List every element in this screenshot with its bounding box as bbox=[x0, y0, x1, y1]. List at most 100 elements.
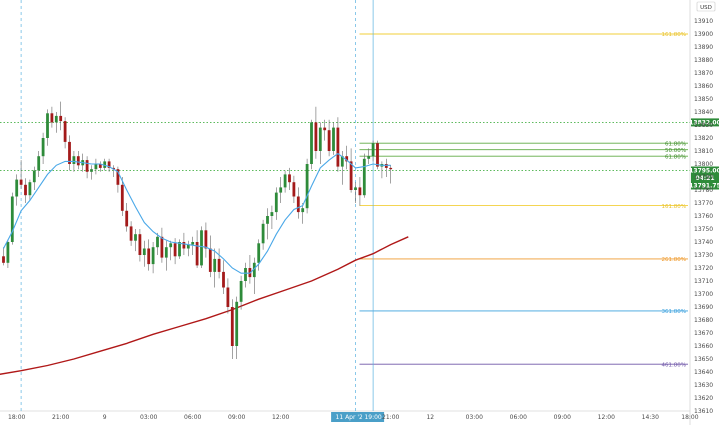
candle-body[interactable] bbox=[72, 156, 76, 164]
candle[interactable] bbox=[296, 187, 300, 219]
candle-body[interactable] bbox=[389, 167, 393, 170]
candle[interactable] bbox=[332, 122, 335, 155]
candle-body[interactable] bbox=[283, 174, 287, 188]
candle-body[interactable] bbox=[266, 216, 269, 224]
candle-body[interactable] bbox=[120, 184, 124, 211]
candle-body[interactable] bbox=[10, 196, 14, 243]
candle-body[interactable] bbox=[182, 242, 186, 249]
candle[interactable] bbox=[63, 117, 67, 149]
candle-body[interactable] bbox=[28, 182, 32, 196]
candle-body[interactable] bbox=[305, 164, 309, 209]
candle-body[interactable] bbox=[138, 234, 142, 255]
candle-body[interactable] bbox=[50, 113, 54, 123]
candle[interactable] bbox=[164, 240, 168, 271]
candle[interactable] bbox=[28, 179, 32, 201]
candle[interactable] bbox=[151, 242, 155, 274]
candle[interactable] bbox=[120, 177, 124, 216]
candle-body[interactable] bbox=[367, 156, 371, 159]
candle-body[interactable] bbox=[376, 143, 379, 167]
candle-body[interactable] bbox=[68, 141, 71, 164]
candle[interactable] bbox=[217, 248, 221, 279]
candle[interactable] bbox=[257, 239, 261, 271]
currency-badge[interactable]: USD bbox=[696, 1, 716, 12]
candle-body[interactable] bbox=[235, 301, 239, 346]
candle[interactable] bbox=[138, 229, 142, 262]
candle-body[interactable] bbox=[371, 143, 375, 157]
candle[interactable] bbox=[345, 145, 349, 170]
candle[interactable] bbox=[46, 109, 49, 146]
candle[interactable] bbox=[239, 275, 243, 310]
candle[interactable] bbox=[323, 119, 327, 141]
candle[interactable] bbox=[310, 119, 313, 170]
candle-body[interactable] bbox=[301, 208, 305, 213]
candle[interactable] bbox=[235, 296, 239, 359]
candle-body[interactable] bbox=[15, 179, 19, 197]
candle-body[interactable] bbox=[292, 182, 296, 197]
candle-body[interactable] bbox=[239, 281, 243, 302]
candle-body[interactable] bbox=[318, 127, 322, 151]
candle-body[interactable] bbox=[112, 167, 115, 170]
candle[interactable] bbox=[50, 106, 54, 128]
candle[interactable] bbox=[314, 106, 318, 159]
candle-body[interactable] bbox=[116, 169, 120, 185]
candle-body[interactable] bbox=[186, 244, 190, 249]
candle-body[interactable] bbox=[156, 236, 159, 248]
candle-body[interactable] bbox=[151, 247, 155, 265]
candle-body[interactable] bbox=[107, 161, 111, 168]
candle-body[interactable] bbox=[314, 122, 318, 151]
candle[interactable] bbox=[252, 257, 256, 294]
candle[interactable] bbox=[222, 260, 225, 294]
candle[interactable] bbox=[270, 205, 274, 229]
candle-body[interactable] bbox=[41, 138, 45, 157]
candle[interactable] bbox=[274, 187, 278, 220]
candle[interactable] bbox=[389, 165, 393, 184]
current-price-tag[interactable] bbox=[691, 181, 719, 190]
candle[interactable] bbox=[279, 177, 283, 203]
candle-body[interactable] bbox=[134, 234, 137, 241]
candle[interactable] bbox=[19, 160, 23, 189]
candle-body[interactable] bbox=[164, 247, 168, 258]
candle[interactable] bbox=[186, 240, 190, 257]
candle-body[interactable] bbox=[6, 242, 10, 263]
price-level-tag[interactable] bbox=[691, 166, 719, 175]
candle[interactable] bbox=[244, 262, 247, 288]
candle[interactable] bbox=[178, 239, 181, 259]
candle-body[interactable] bbox=[336, 127, 340, 167]
candle-body[interactable] bbox=[362, 158, 366, 196]
candle[interactable] bbox=[156, 232, 159, 255]
candle-body[interactable] bbox=[279, 187, 283, 193]
candle-body[interactable] bbox=[125, 210, 129, 227]
candle-body[interactable] bbox=[244, 268, 247, 281]
candle[interactable] bbox=[204, 222, 208, 258]
candle-body[interactable] bbox=[142, 248, 146, 256]
candle[interactable] bbox=[37, 151, 41, 177]
candle-body[interactable] bbox=[340, 156, 344, 167]
candle[interactable] bbox=[54, 112, 58, 133]
candle[interactable] bbox=[59, 101, 63, 131]
candle-body[interactable] bbox=[204, 230, 208, 249]
candle-body[interactable] bbox=[230, 307, 234, 346]
candle-body[interactable] bbox=[200, 230, 203, 266]
candle[interactable] bbox=[305, 158, 309, 214]
candle-body[interactable] bbox=[323, 127, 327, 131]
candle[interactable] bbox=[76, 151, 80, 170]
candle-body[interactable] bbox=[213, 258, 217, 272]
candle-body[interactable] bbox=[345, 156, 349, 162]
candle[interactable] bbox=[85, 156, 89, 179]
candle-body[interactable] bbox=[296, 196, 300, 213]
candle-body[interactable] bbox=[217, 258, 221, 272]
candle[interactable] bbox=[98, 161, 102, 172]
candle-body[interactable] bbox=[94, 164, 98, 170]
candle-body[interactable] bbox=[252, 262, 256, 278]
candle[interactable] bbox=[354, 182, 357, 203]
candle[interactable] bbox=[68, 135, 71, 171]
candle[interactable] bbox=[384, 158, 388, 177]
candle[interactable] bbox=[195, 230, 199, 268]
candle-body[interactable] bbox=[19, 179, 23, 185]
candle[interactable] bbox=[266, 208, 269, 240]
candle-body[interactable] bbox=[173, 243, 177, 257]
candle-body[interactable] bbox=[24, 184, 27, 196]
candle[interactable] bbox=[125, 203, 129, 232]
candle-body[interactable] bbox=[191, 242, 195, 245]
